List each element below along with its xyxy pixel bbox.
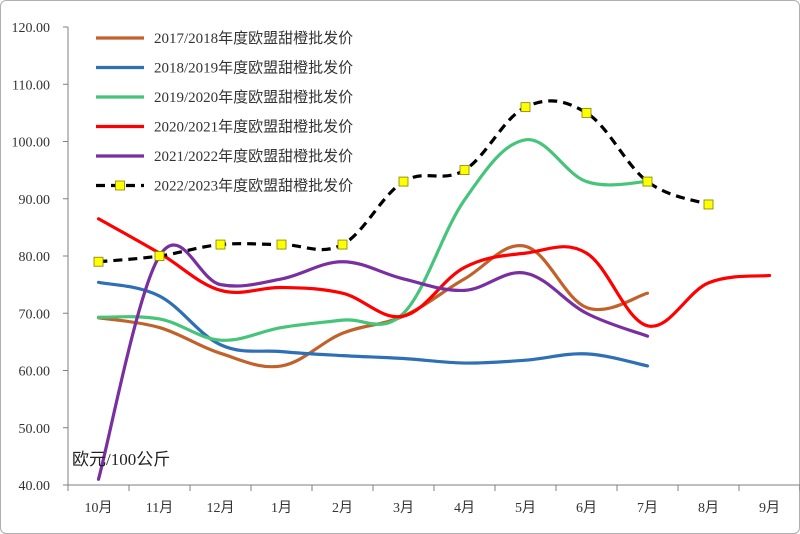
y-tick-label: 90.00 [19,193,51,208]
x-tick-label: 4月 [454,500,475,516]
legend-item: 2017/2018年度欧盟甜橙批发价 [96,30,353,47]
legend-label: 2021/2022年度欧盟甜橙批发价 [154,148,353,165]
legend-item: 2019/2020年度欧盟甜橙批发价 [96,89,353,106]
series-line [96,217,772,328]
x-tick-label: 7月 [637,500,658,516]
legend-label: 2020/2021年度欧盟甜橙批发价 [154,119,353,136]
x-tick-label: 10月 [85,500,113,516]
series-6 [93,99,714,267]
x-tick-label: 5月 [515,500,536,516]
y-tick-label: 110.00 [12,78,50,93]
legend-label: 2018/2019年度欧盟甜橙批发价 [154,60,353,77]
legend-item: 2018/2019年度欧盟甜橙批发价 [96,60,353,77]
data-point-marker [703,199,714,210]
legend-item: 2021/2022年度欧盟甜橙批发价 [96,148,353,165]
legend-label: 2019/2020年度欧盟甜橙批发价 [154,89,353,106]
data-point-marker [398,176,409,187]
data-point-marker [154,251,165,261]
y-tick-label: 80.00 [19,250,51,265]
data-point-marker [520,102,531,113]
y-axis-unit-label: 欧元/100公斤 [72,450,170,469]
y-tick-label: 100.00 [12,136,51,151]
y-tick-label: 70.00 [19,307,51,322]
series-4 [96,217,772,328]
x-tick-label: 11月 [146,500,173,516]
legend-item: 2020/2021年度欧盟甜橙批发价 [96,119,353,136]
x-tick-label: 1月 [271,500,292,516]
series-group [93,99,772,481]
x-axis: 10月 11月 12月 1月 2月 3月 4月 5月 6月 7月 8月 9月 [67,484,800,516]
y-axis: 40.00 50.00 60.00 70.00 80.00 90.00 100.00 110.… [12,21,69,494]
x-tick-label: 3月 [393,500,414,516]
data-point-marker [459,165,470,176]
x-tick-label: 9月 [759,500,780,516]
y-tick-label: 120.00 [12,21,51,36]
series-line [96,280,650,368]
data-point-marker [337,239,348,250]
x-tick-label: 6月 [576,500,597,516]
series-line [96,244,650,369]
y-tick-label: 40.00 [19,479,51,494]
x-tick-label: 2月 [332,500,353,516]
legend-label: 2022/2023年度欧盟甜橙批发价 [154,178,353,195]
data-point-marker [581,107,592,118]
series-line [96,243,650,481]
x-tick-label: 8月 [698,500,719,516]
series-5 [96,243,650,481]
series-3 [96,138,650,342]
series-line [96,138,650,342]
x-tick-label: 12月 [207,500,235,516]
data-point-marker [93,256,104,267]
y-tick-label: 50.00 [19,422,51,437]
series-1 [96,244,650,369]
data-point-marker [276,239,287,250]
y-tick-label: 60.00 [19,365,51,380]
data-point-marker [642,176,653,187]
legend-item: 2022/2023年度欧盟甜橙批发价 [96,178,353,195]
legend-marker [115,180,125,191]
legend-label: 2017/2018年度欧盟甜橙批发价 [154,30,353,47]
data-point-marker [215,239,226,250]
series-2 [96,280,650,368]
legend: 2017/2018年度欧盟甜橙批发价 2018/2019年度欧盟甜橙批发价 2019… [96,30,353,195]
